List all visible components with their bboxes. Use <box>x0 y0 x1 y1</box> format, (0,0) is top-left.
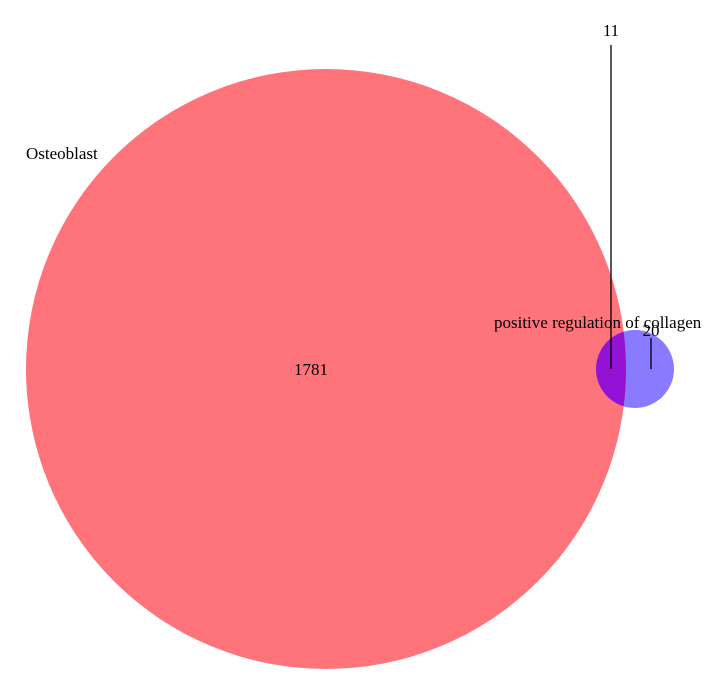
set-b-label: positive regulation of collagen <box>494 313 702 332</box>
only-b-count: 20 <box>643 321 660 340</box>
intersection-count: 11 <box>603 21 619 40</box>
set-a-label: Osteoblast <box>26 144 98 163</box>
only-a-count: 1781 <box>294 360 328 379</box>
intersection-region <box>596 330 626 408</box>
set-a-circle <box>26 69 626 669</box>
